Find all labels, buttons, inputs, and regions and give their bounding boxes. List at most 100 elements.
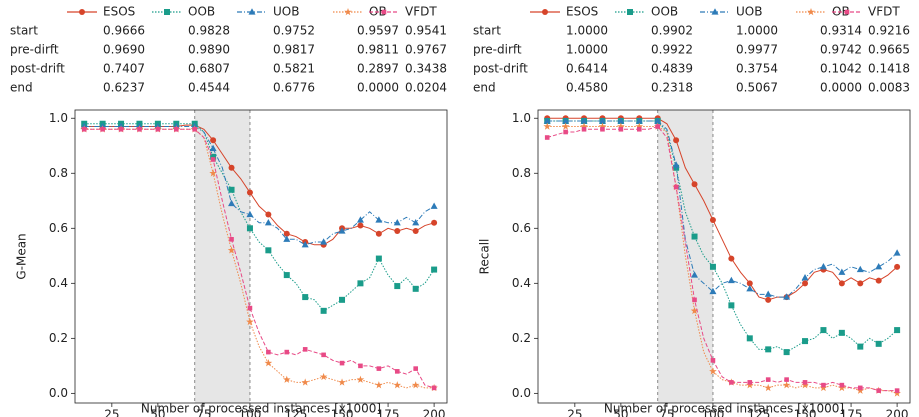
table-cell: 0.4839 <box>651 62 693 76</box>
row-label: pre-dirft <box>10 43 59 57</box>
point <box>801 381 809 389</box>
plot-frame <box>537 109 911 404</box>
table-cell: 0.9811 <box>357 43 399 57</box>
legend-label: OOB <box>651 5 678 19</box>
point <box>894 327 901 334</box>
table-cell: 0.0000 <box>357 81 399 95</box>
point <box>710 358 716 363</box>
point <box>746 335 753 342</box>
point <box>876 388 881 393</box>
y-tick-label: 0.6 <box>49 221 68 235</box>
point <box>357 222 364 229</box>
x-axis-label: Number of processed instances [x1000] <box>604 402 844 416</box>
point <box>728 255 735 262</box>
point <box>375 230 382 237</box>
point <box>747 380 753 385</box>
point <box>709 217 716 224</box>
point <box>802 280 809 287</box>
point <box>302 294 309 301</box>
table-cell: 0.6807 <box>188 62 230 76</box>
table-cell: 0.9216 <box>868 24 910 38</box>
point <box>229 237 234 242</box>
point <box>321 352 326 358</box>
table-cell: 0.7407 <box>103 62 145 76</box>
row-label: end <box>10 81 33 95</box>
table-cell: 0.9665 <box>868 43 910 57</box>
series-line <box>547 117 898 301</box>
point <box>210 137 217 144</box>
series-line <box>84 128 435 389</box>
point <box>394 228 401 235</box>
point <box>246 317 254 326</box>
point <box>544 135 550 140</box>
point <box>320 238 328 245</box>
point <box>375 255 382 262</box>
y-tick-label: 1.0 <box>512 111 531 125</box>
table-cell: 0.5821 <box>273 62 315 76</box>
point <box>339 360 345 366</box>
point <box>838 383 846 392</box>
point <box>802 338 809 345</box>
point <box>709 263 716 270</box>
point <box>283 230 290 237</box>
point <box>264 218 272 226</box>
point <box>118 126 124 132</box>
point <box>784 377 789 382</box>
point <box>227 246 236 254</box>
point <box>857 343 864 350</box>
point <box>228 199 236 207</box>
series-line <box>84 126 435 246</box>
point <box>228 186 235 193</box>
point <box>838 329 845 336</box>
point <box>580 122 588 130</box>
y-tick-label: 0.4 <box>512 276 531 290</box>
point <box>765 296 772 303</box>
legend-marker <box>807 8 815 16</box>
point <box>598 122 607 130</box>
point <box>356 216 364 223</box>
point <box>893 389 901 397</box>
table-cell: 0.0083 <box>868 81 910 95</box>
point <box>838 280 845 287</box>
y-tick-label: 0.0 <box>512 386 531 400</box>
table-cell: 0.6237 <box>103 81 145 95</box>
y-tick-label: 0.2 <box>49 331 68 345</box>
point <box>283 272 290 279</box>
point <box>543 117 551 124</box>
y-tick-label: 0.8 <box>512 166 531 180</box>
table-cell: 0.9922 <box>651 43 693 57</box>
point <box>727 276 735 284</box>
legend-marker <box>627 9 633 15</box>
point <box>581 126 587 132</box>
table-cell: 0.3754 <box>736 62 778 76</box>
series-line <box>547 125 898 392</box>
table-cell: 1.0000 <box>566 43 608 57</box>
table-cell: 0.9902 <box>651 24 693 38</box>
row-label: post-drift <box>473 62 528 76</box>
point <box>393 218 401 226</box>
x-tick-label: 25 <box>567 408 582 417</box>
point <box>783 293 791 300</box>
point <box>246 225 253 232</box>
x-axis-label: Number of processed instances [x1000] <box>141 402 381 416</box>
point <box>81 126 87 132</box>
point <box>691 271 699 278</box>
table-cell: 0.1418 <box>868 62 910 76</box>
x-tick-label: 100 <box>701 408 724 417</box>
table-cell: 0.9666 <box>103 24 145 38</box>
point <box>356 375 365 383</box>
point <box>820 327 827 334</box>
point <box>765 377 771 382</box>
legend-marker <box>844 9 850 15</box>
table-cell: 0.2897 <box>357 62 399 76</box>
row-label: start <box>10 24 38 38</box>
point <box>654 117 662 124</box>
table-cell: 0.9597 <box>357 24 399 38</box>
point <box>247 305 253 311</box>
point <box>856 265 864 273</box>
point <box>857 280 864 287</box>
x-tick-label: 100 <box>238 408 261 417</box>
series-line <box>547 120 898 353</box>
point <box>394 369 400 374</box>
point <box>155 126 161 132</box>
